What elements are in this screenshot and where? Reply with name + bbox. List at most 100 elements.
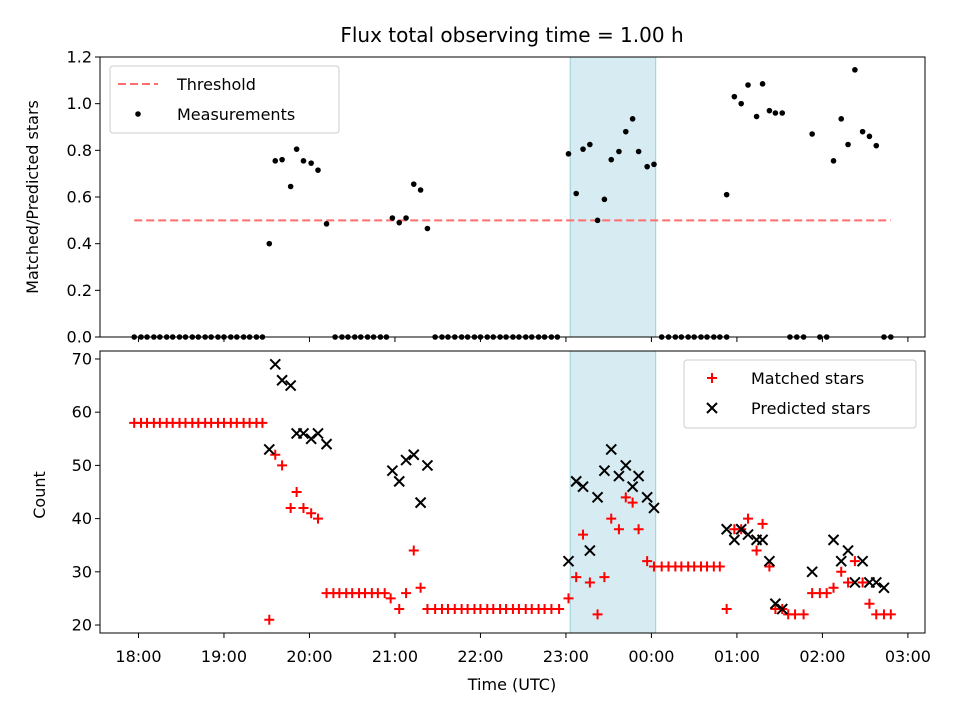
matched-stars-point bbox=[385, 593, 396, 604]
top-chart-y-tick-label: 1.2 bbox=[67, 48, 92, 67]
matched-stars-point bbox=[592, 609, 603, 620]
bottom-chart-x-tick-label: 22:00 bbox=[457, 647, 503, 666]
predicted-stars-point bbox=[835, 555, 847, 567]
measurement-point bbox=[859, 128, 866, 135]
top-chart-plot-area bbox=[95, 56, 926, 342]
bottom-chart-legend-label: Matched stars bbox=[751, 369, 864, 388]
top-chart-y-axis-label: Matched/Predicted stars bbox=[23, 100, 42, 294]
matched-stars-point bbox=[821, 588, 832, 599]
measurement-point bbox=[830, 158, 837, 164]
bottom-chart-y-tick-label: 70 bbox=[72, 349, 92, 368]
matched-stars-point bbox=[291, 487, 302, 497]
measurement-point bbox=[772, 110, 779, 116]
predicted-stars-point bbox=[878, 582, 890, 594]
matched-stars-point bbox=[743, 513, 754, 524]
measurement-point bbox=[308, 160, 314, 166]
bottom-chart-y-tick-label: 50 bbox=[72, 456, 92, 475]
predicted-stars-point bbox=[570, 475, 582, 488]
matched-stars-point bbox=[571, 572, 582, 583]
measurement-point bbox=[608, 156, 615, 163]
matched-stars-point bbox=[379, 588, 390, 599]
predicted-stars-point bbox=[756, 534, 769, 546]
top-chart-y-tick-label: 0.8 bbox=[67, 141, 92, 160]
measurement-point bbox=[389, 215, 396, 221]
bottom-chart-legend-label: Predicted stars bbox=[751, 399, 871, 418]
bottom-chart-x-tick-label: 02:00 bbox=[799, 647, 845, 666]
measurement-point bbox=[266, 240, 273, 247]
bottom-chart-x-tick-label: 19:00 bbox=[201, 647, 247, 666]
bottom-chart-plot-area bbox=[95, 350, 926, 638]
matched-stars-point bbox=[627, 497, 638, 508]
bottom-chart-x-tick-label: 18:00 bbox=[115, 647, 161, 666]
measurement-point bbox=[852, 67, 858, 73]
predicted-stars-point bbox=[408, 449, 420, 461]
measurement-point bbox=[315, 167, 321, 173]
bottom-chart-legend-swatch bbox=[706, 402, 718, 414]
bottom-chart-legend: Matched stars Predicted stars bbox=[683, 359, 917, 429]
matched-stars-point bbox=[613, 524, 624, 535]
top-chart-legend-box bbox=[109, 65, 340, 134]
bottom-chart-legend-swatch bbox=[707, 373, 717, 383]
bottom-chart-legend-box bbox=[683, 359, 917, 429]
predicted-stars-point bbox=[305, 433, 317, 445]
predicted-stars-point bbox=[632, 470, 645, 482]
measurement-point bbox=[587, 141, 593, 148]
predicted-stars-point bbox=[284, 379, 297, 392]
measurement-point bbox=[779, 110, 786, 116]
predicted-stars-point bbox=[297, 427, 310, 440]
predicted-stars-point bbox=[776, 603, 788, 615]
measurement-point bbox=[417, 187, 424, 193]
matched-stars-point bbox=[313, 513, 324, 524]
measurement-point bbox=[838, 116, 845, 122]
bottom-chart-y-tick-label: 30 bbox=[72, 562, 92, 581]
top-chart-legend-label: Measurements bbox=[177, 105, 295, 124]
bottom-chart-y-tick-label: 60 bbox=[72, 403, 92, 422]
predicted-stars-point bbox=[263, 443, 275, 456]
measurement-point bbox=[616, 148, 622, 155]
measurement-point bbox=[809, 131, 815, 137]
predicted-stars-point bbox=[769, 598, 782, 610]
measurement-point bbox=[279, 156, 285, 163]
top-chart-legend-swatch bbox=[135, 111, 141, 117]
predicted-stars-point bbox=[620, 459, 632, 472]
measurement-point bbox=[594, 217, 601, 224]
matched-stars-point bbox=[306, 508, 317, 519]
matched-stars-point bbox=[408, 545, 419, 556]
predicted-stars-point bbox=[728, 534, 741, 546]
matched-stars-point bbox=[764, 561, 775, 572]
predicted-stars-point bbox=[827, 534, 840, 546]
top-chart-shaded-window bbox=[569, 56, 657, 338]
measurement-point bbox=[866, 133, 873, 140]
predicted-stars-point bbox=[269, 358, 281, 371]
bottom-chart-y-tick-label: 40 bbox=[72, 509, 92, 528]
matched-stars-point bbox=[277, 460, 288, 471]
bottom-chart-y-tick-label: 20 bbox=[72, 616, 92, 635]
predicted-stars-point bbox=[735, 523, 747, 535]
matched-stars-point bbox=[885, 609, 896, 620]
measurement-point bbox=[635, 148, 642, 155]
predicted-stars-point bbox=[591, 491, 604, 504]
measurement-point bbox=[403, 215, 409, 221]
matched-stars-point bbox=[642, 556, 653, 567]
matched-stars-point bbox=[857, 577, 868, 588]
measurement-point bbox=[396, 219, 403, 226]
predicted-stars-point bbox=[870, 576, 882, 589]
measurement-point bbox=[731, 93, 738, 100]
matched-stars-point bbox=[415, 582, 426, 593]
bottom-chart-frame bbox=[99, 350, 926, 634]
measurement-point bbox=[323, 221, 330, 227]
predicted-stars-point bbox=[648, 502, 660, 514]
matched-stars-point bbox=[721, 604, 732, 615]
top-chart-y-tick-label: 0.2 bbox=[67, 281, 92, 300]
predicted-stars-point bbox=[641, 491, 653, 504]
predicted-stars-point bbox=[605, 443, 617, 456]
bottom-chart-y-axis-label: Count bbox=[30, 471, 49, 519]
predicted-stars-point bbox=[806, 566, 818, 578]
measurement-point bbox=[873, 142, 880, 149]
predicted-stars-point bbox=[720, 523, 733, 535]
measurement-point bbox=[293, 146, 300, 152]
bottom-chart-shaded-window bbox=[569, 350, 657, 634]
matched-stars-point bbox=[798, 609, 809, 620]
predicted-stars-point bbox=[312, 427, 324, 440]
matched-stars-point bbox=[578, 529, 589, 540]
